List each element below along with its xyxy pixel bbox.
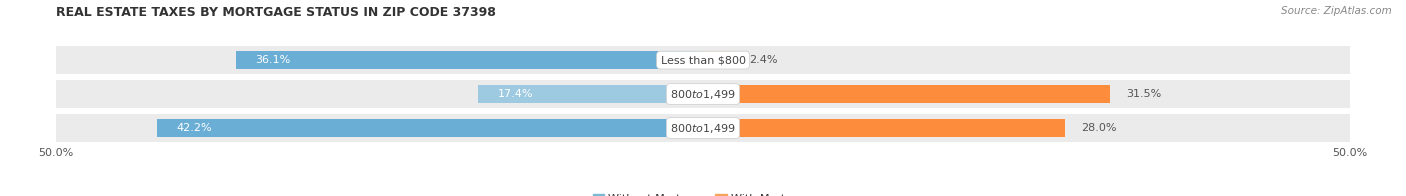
Text: 17.4%: 17.4% — [498, 89, 533, 99]
Bar — [157, 119, 703, 137]
Bar — [703, 119, 1066, 137]
Bar — [478, 85, 703, 103]
Bar — [56, 80, 1350, 108]
Legend: Without Mortgage, With Mortgage: Without Mortgage, With Mortgage — [588, 189, 818, 196]
Text: REAL ESTATE TAXES BY MORTGAGE STATUS IN ZIP CODE 37398: REAL ESTATE TAXES BY MORTGAGE STATUS IN … — [56, 6, 496, 19]
Text: 2.4%: 2.4% — [749, 55, 778, 65]
Text: 31.5%: 31.5% — [1126, 89, 1161, 99]
Bar — [703, 85, 1111, 103]
Text: Source: ZipAtlas.com: Source: ZipAtlas.com — [1281, 6, 1392, 16]
Text: Less than $800: Less than $800 — [661, 55, 745, 65]
Text: 28.0%: 28.0% — [1081, 123, 1116, 133]
Bar — [56, 114, 1350, 142]
Bar — [56, 46, 1350, 74]
Text: $800 to $1,499: $800 to $1,499 — [671, 88, 735, 101]
Bar — [236, 51, 703, 69]
Text: 42.2%: 42.2% — [177, 123, 212, 133]
Text: 36.1%: 36.1% — [256, 55, 291, 65]
Text: $800 to $1,499: $800 to $1,499 — [671, 122, 735, 134]
Bar — [703, 51, 734, 69]
